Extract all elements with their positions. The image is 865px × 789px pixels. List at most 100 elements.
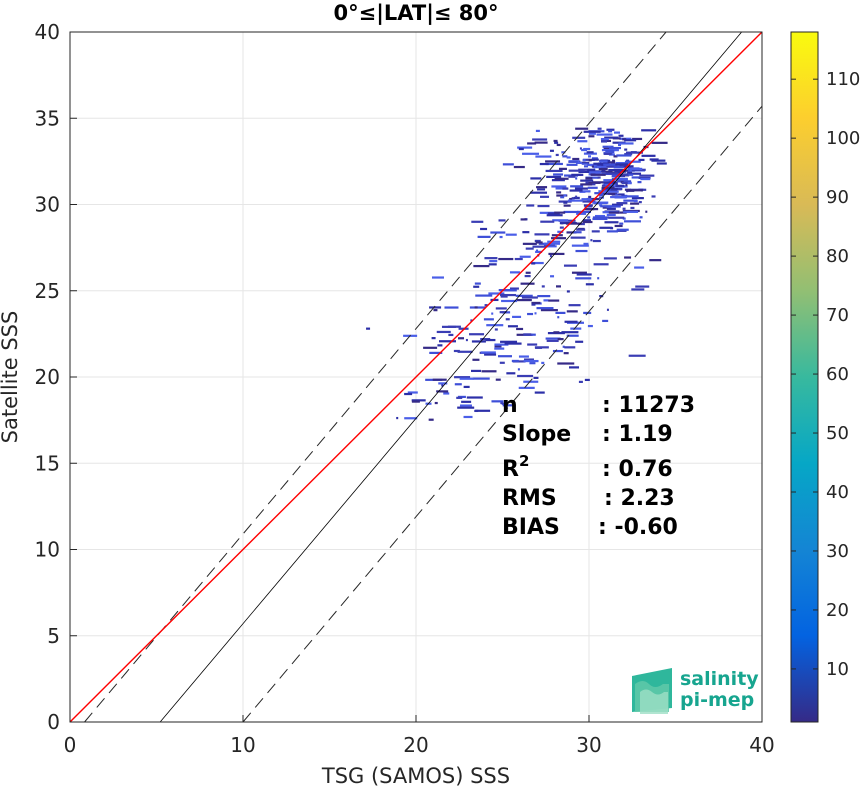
data-point bbox=[593, 263, 609, 266]
data-point bbox=[474, 282, 481, 285]
data-point bbox=[587, 216, 591, 219]
data-point bbox=[523, 380, 539, 383]
data-point bbox=[517, 368, 520, 371]
data-point bbox=[562, 155, 568, 158]
data-point bbox=[535, 129, 540, 133]
colorbar-tick-label: 20 bbox=[826, 600, 849, 621]
data-point bbox=[583, 242, 589, 245]
data-point bbox=[591, 165, 594, 168]
stat-r2-sup: 2 bbox=[519, 452, 529, 470]
stat-slope-label: Slope bbox=[502, 422, 571, 447]
data-point bbox=[582, 200, 596, 203]
bound-line-dashed bbox=[242, 105, 763, 723]
data-point bbox=[535, 241, 543, 244]
data-point bbox=[575, 249, 588, 253]
data-point bbox=[553, 173, 564, 176]
data-point bbox=[594, 192, 604, 195]
data-point bbox=[473, 285, 480, 288]
data-point bbox=[441, 384, 444, 387]
data-point bbox=[573, 196, 580, 200]
data-point bbox=[501, 299, 518, 303]
data-point bbox=[474, 306, 478, 309]
data-point bbox=[571, 244, 589, 247]
data-point bbox=[566, 156, 571, 159]
data-point bbox=[625, 151, 643, 154]
data-point bbox=[566, 290, 570, 293]
data-point bbox=[463, 415, 473, 419]
data-point bbox=[571, 271, 587, 274]
data-point bbox=[497, 355, 512, 358]
data-point bbox=[549, 254, 552, 258]
data-point bbox=[629, 172, 642, 175]
data-point bbox=[633, 200, 638, 203]
x-tick-label: 20 bbox=[403, 733, 428, 757]
data-point bbox=[554, 211, 566, 214]
data-point bbox=[580, 183, 593, 186]
data-point bbox=[556, 194, 568, 197]
data-point bbox=[558, 200, 572, 203]
data-point bbox=[613, 166, 624, 169]
data-point bbox=[407, 391, 418, 394]
regression-line bbox=[159, 31, 742, 723]
data-point bbox=[603, 161, 616, 164]
data-point bbox=[488, 263, 497, 266]
x-axis-ticks: 0 10 20 30 40 bbox=[64, 715, 775, 757]
colorbar-tick-label: 100 bbox=[826, 128, 860, 149]
data-point bbox=[640, 177, 651, 181]
data-point bbox=[517, 374, 534, 378]
y-tick-label: 5 bbox=[47, 624, 60, 648]
data-point bbox=[603, 257, 617, 260]
data-point bbox=[366, 327, 371, 330]
data-point bbox=[458, 337, 465, 340]
data-point bbox=[506, 372, 516, 375]
x-tick-label: 30 bbox=[576, 733, 601, 757]
data-point bbox=[494, 347, 505, 350]
data-point bbox=[533, 376, 539, 379]
data-point bbox=[564, 346, 576, 349]
data-point bbox=[616, 154, 632, 157]
data-point bbox=[645, 210, 648, 213]
data-point bbox=[548, 299, 560, 302]
data-point bbox=[623, 220, 641, 223]
data-point bbox=[456, 396, 463, 399]
data-point bbox=[598, 190, 611, 193]
data-point bbox=[613, 131, 620, 134]
data-point bbox=[584, 208, 595, 211]
data-point bbox=[572, 157, 580, 161]
data-point bbox=[526, 204, 535, 207]
data-point bbox=[527, 312, 534, 316]
data-point bbox=[608, 211, 620, 214]
data-point bbox=[575, 127, 589, 130]
data-point bbox=[494, 328, 498, 331]
data-point bbox=[550, 275, 555, 278]
data-point bbox=[532, 138, 548, 141]
data-point bbox=[432, 378, 447, 381]
data-point bbox=[563, 210, 579, 214]
data-point bbox=[579, 147, 582, 150]
data-point bbox=[554, 177, 569, 180]
data-point bbox=[607, 190, 619, 193]
data-point bbox=[547, 240, 561, 243]
colorbar-tick-label: 30 bbox=[826, 541, 849, 562]
data-point bbox=[490, 298, 499, 302]
data-point bbox=[600, 138, 609, 141]
data-point bbox=[627, 171, 633, 174]
data-point bbox=[614, 170, 627, 173]
data-point bbox=[572, 136, 586, 139]
data-point bbox=[616, 228, 629, 231]
data-point bbox=[641, 154, 656, 157]
data-point bbox=[561, 151, 566, 154]
data-point bbox=[602, 145, 614, 148]
data-point bbox=[606, 128, 615, 131]
data-point bbox=[475, 409, 491, 412]
chart-title: 0°≤|LAT|≤ 80° bbox=[333, 1, 498, 26]
logo-line1: salinity bbox=[680, 668, 759, 690]
y-tick-label: 30 bbox=[35, 193, 60, 217]
data-point bbox=[596, 165, 602, 168]
data-point bbox=[612, 159, 616, 162]
data-point bbox=[509, 271, 520, 274]
data-point bbox=[585, 181, 589, 185]
data-point bbox=[601, 186, 615, 190]
data-point bbox=[575, 161, 582, 164]
